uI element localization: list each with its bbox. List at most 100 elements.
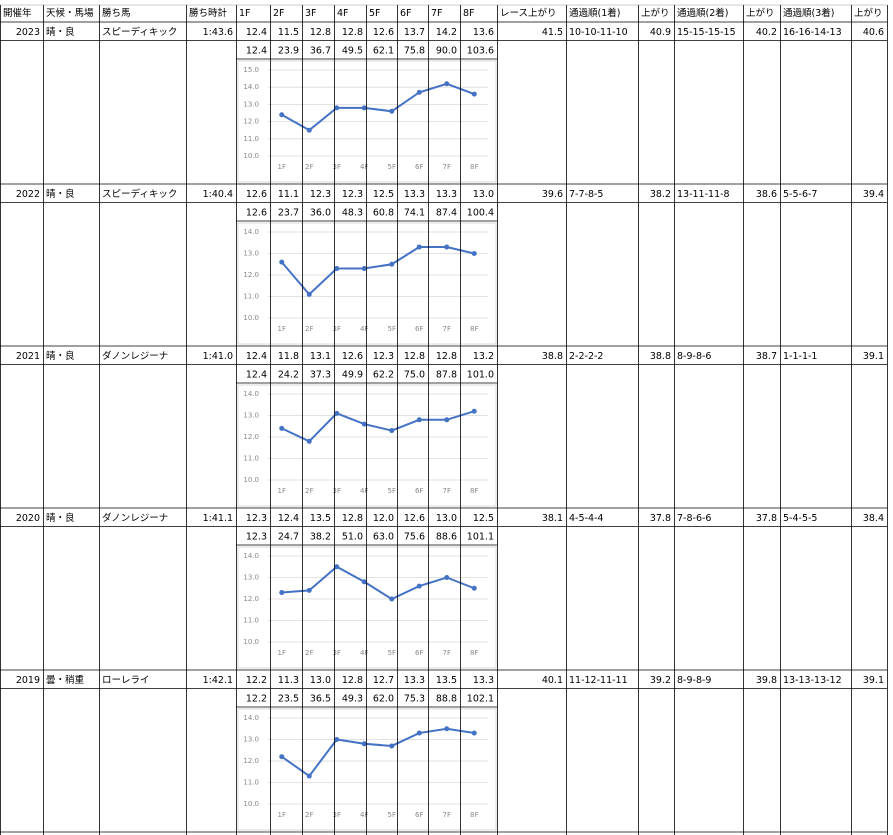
cell: 40.2 (756, 27, 777, 38)
cell: 12.8 (342, 27, 363, 38)
cell: 晴・良 (46, 350, 75, 362)
cell: 12.8 (404, 351, 425, 362)
point (306, 587, 312, 593)
y-tick-label: 12.0 (243, 118, 259, 126)
cell: 38.7 (756, 351, 777, 362)
cell: 12.8 (342, 513, 363, 524)
cell: 13.6 (473, 27, 494, 38)
x-tick-label: 7F (443, 649, 451, 657)
line (281, 727, 475, 778)
y-tick-label: 13.0 (243, 412, 259, 420)
cell: 12.3 (373, 351, 394, 362)
y-tick-label: 13.0 (243, 574, 259, 582)
x-tick-label: 3F (333, 811, 341, 819)
cell: 1:41.0 (203, 351, 233, 362)
cell: 13-13-13-12 (783, 675, 842, 686)
cell: 1:41.1 (203, 513, 233, 524)
cell: 晴・良 (46, 188, 75, 200)
cell: 7-7-8-5 (569, 189, 603, 200)
cumulative-cell: 63.0 (373, 531, 394, 542)
header-cell: 3F (305, 8, 317, 19)
point (471, 91, 477, 97)
cumulative-cell: 101.0 (467, 369, 494, 380)
cumulative-cell: 49.9 (342, 369, 363, 380)
y-tick-label: 14.0 (243, 390, 259, 398)
cell: 38.1 (542, 513, 563, 524)
point (334, 737, 340, 742)
point (279, 259, 285, 265)
header-cell: 上がり (746, 7, 775, 19)
y-tick-label: 10.0 (243, 314, 259, 322)
point (416, 583, 422, 589)
cumulative-cell: 24.2 (278, 369, 299, 380)
header-cell: 上がり (641, 7, 670, 19)
cell: 14.2 (436, 27, 457, 38)
cell: ローレライ (102, 675, 150, 686)
cell: 12.3 (310, 189, 331, 200)
cell: 11.1 (278, 189, 299, 200)
cell: 40.6 (863, 27, 884, 38)
header-cell: 通過順(1着) (569, 7, 620, 19)
cell: 4-5-4-4 (569, 513, 603, 524)
x-tick-label: 7F (443, 811, 451, 819)
cell: 13.2 (473, 351, 494, 362)
cell: 39.6 (542, 189, 563, 200)
point (416, 244, 422, 250)
header-cell: 上がり (854, 7, 883, 19)
cumulative-cell: 87.8 (436, 369, 457, 380)
cell: 12.5 (373, 189, 394, 200)
x-tick-label: 6F (415, 325, 423, 333)
cell: 39.2 (650, 675, 671, 686)
cell: 7-8-6-6 (677, 513, 711, 524)
x-tick-label: 7F (443, 487, 451, 495)
header-cell: 8F (463, 8, 475, 19)
cell: 40.9 (650, 27, 671, 38)
cell: 13.7 (404, 27, 425, 38)
header-cell: 開催年 (3, 7, 32, 19)
y-tick-label: 14.0 (243, 714, 259, 722)
y-tick-label: 10.0 (243, 152, 259, 160)
cell: 11.3 (278, 675, 299, 686)
cell: 38.4 (863, 513, 884, 524)
cell: 12.4 (278, 513, 299, 524)
cumulative-cell: 36.0 (310, 207, 331, 218)
cell: 37.8 (756, 513, 777, 524)
cell: 39.1 (863, 675, 884, 686)
cumulative-cell: 37.3 (310, 369, 331, 380)
x-tick-label: 5F (388, 649, 396, 657)
point (334, 564, 340, 570)
cell: 2021 (16, 351, 40, 362)
cell: 曇・稍重 (46, 674, 85, 686)
chart-area (237, 546, 497, 669)
point (306, 291, 312, 297)
header-cell: 5F (369, 8, 381, 19)
header-cell: 4F (337, 8, 349, 19)
cell: 13.0 (436, 513, 457, 524)
cell: 5-4-5-5 (783, 513, 817, 524)
cumulative-cell: 75.3 (404, 693, 425, 704)
x-tick-label: 6F (415, 487, 423, 495)
cell: 8-9-8-6 (677, 351, 711, 362)
cumulative-cell: 74.1 (404, 207, 425, 218)
point (279, 754, 285, 760)
point (334, 105, 340, 111)
cell: 38.6 (756, 189, 777, 200)
x-tick-label: 8F (470, 811, 478, 819)
chart-area (237, 222, 497, 345)
cell: 12.6 (373, 27, 394, 38)
cell: 13.5 (436, 675, 457, 686)
y-tick-label: 10.0 (243, 800, 259, 808)
header-cell: 勝ち馬 (102, 7, 131, 19)
y-tick-label: 12.0 (243, 595, 259, 603)
y-tick-label: 13.0 (243, 736, 259, 744)
y-tick-label: 14.0 (243, 552, 259, 560)
point (389, 596, 395, 602)
cell: 10-10-11-10 (569, 27, 628, 38)
point (416, 89, 422, 95)
cell: 13-11-11-8 (677, 189, 730, 200)
x-tick-label: 1F (278, 649, 286, 657)
y-tick-label: 14.0 (243, 83, 259, 91)
cell: 12.6 (342, 351, 363, 362)
cumulative-cell: 90.0 (436, 45, 457, 56)
cell: 5-5-6-7 (783, 189, 817, 200)
